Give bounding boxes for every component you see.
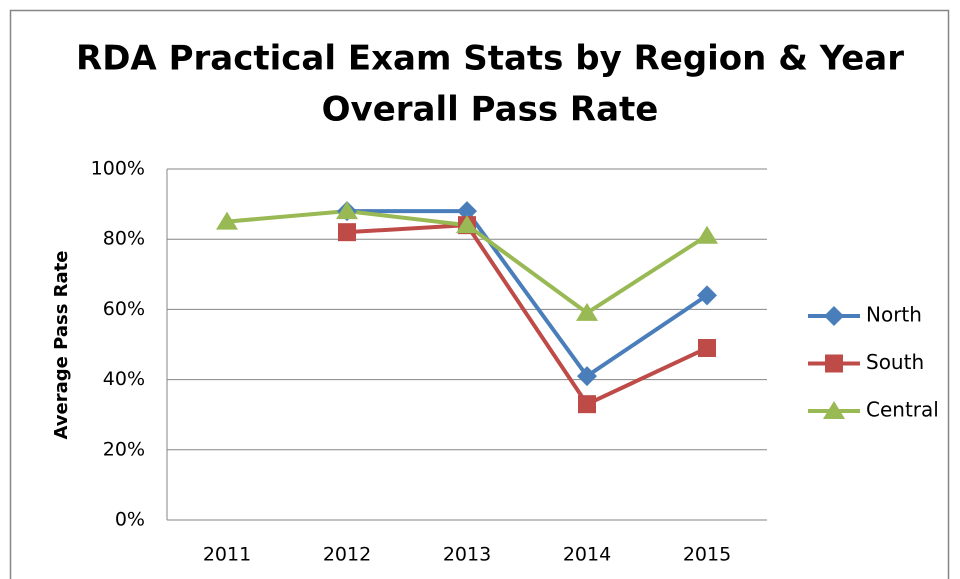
data-point <box>457 201 477 222</box>
series-line <box>346 223 708 407</box>
data-point <box>578 395 596 414</box>
y-tick-label: 20% <box>103 438 145 460</box>
x-tick-label: 2012 <box>323 544 371 566</box>
series-line <box>347 209 709 379</box>
x-tick-label: 2014 <box>563 544 611 566</box>
legend-marker <box>825 354 843 373</box>
data-point <box>336 201 358 220</box>
data-point <box>577 366 597 387</box>
data-point <box>456 215 478 234</box>
legend-label: North <box>866 303 922 327</box>
data-point <box>576 302 598 321</box>
legend-label: South <box>866 350 924 374</box>
chart-subtitle: Overall Pass Rate <box>322 90 659 130</box>
legend-marker <box>823 401 845 419</box>
y-tick-label: 100% <box>91 158 145 180</box>
y-tick-label: 40% <box>103 368 145 390</box>
x-tick-label: 2011 <box>203 544 251 566</box>
y-axis-label: Average Pass Rate <box>51 251 72 440</box>
y-tick-label: 80% <box>103 228 145 250</box>
data-point <box>697 285 717 306</box>
data-point <box>696 225 718 244</box>
legend-label: Central <box>866 398 939 422</box>
y-tick-label: 60% <box>103 298 145 320</box>
chart-title: RDA Practical Exam Stats by Region & Yea… <box>76 39 904 79</box>
x-tick-label: 2013 <box>443 544 491 566</box>
data-point <box>698 339 716 358</box>
data-point <box>338 223 356 242</box>
legend-marker <box>824 306 844 326</box>
data-point <box>216 211 238 230</box>
y-tick-label: 0% <box>115 509 145 531</box>
x-tick-label: 2015 <box>683 544 731 566</box>
